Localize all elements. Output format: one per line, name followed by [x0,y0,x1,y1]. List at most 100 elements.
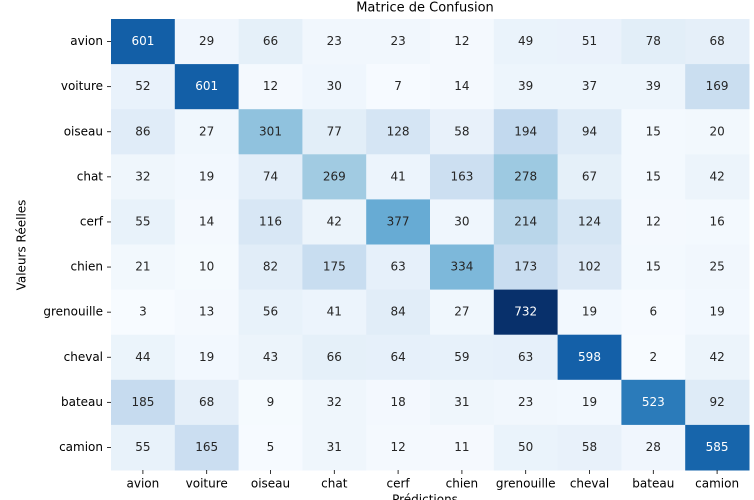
y-tick-label: avion [70,34,103,48]
cell-label: 7 [394,79,402,93]
cell-label: 6 [649,305,657,319]
cell-label: 63 [390,260,405,274]
heatmap-cell [493,244,559,291]
cell-label: 128 [387,124,410,138]
heatmap-cell [557,109,622,155]
y-axis-label: Valeurs Réelles [15,200,29,291]
heatmap-cell [366,199,431,245]
x-tick-label: cerf [387,477,411,491]
cell-label: 56 [263,305,278,319]
heatmap-cell [621,154,686,200]
cell-label: 84 [390,305,405,319]
y-tick-label: cheval [64,350,103,364]
heatmap-cell [238,379,303,426]
x-tick-label: oiseau [251,477,290,491]
heatmap-cell [685,154,750,200]
cell-label: 585 [706,440,729,454]
cell-label: 19 [199,169,214,183]
cell-label: 301 [259,124,282,138]
heatmap-cell [366,289,431,336]
cell-label: 27 [199,124,214,138]
heatmap-cell [238,244,303,291]
heatmap-cell [621,334,686,381]
cell-label: 20 [709,124,724,138]
cell-label: 19 [582,305,597,319]
heatmap-cell [493,109,559,155]
heatmap-cell [174,424,240,471]
heatmap-cell [621,244,686,291]
x-tick-label: avion [127,477,160,491]
cell-label: 42 [327,214,342,228]
heatmap-cell [302,154,367,200]
heatmap-cell [430,289,495,336]
x-tick-label: voiture [186,477,228,491]
heatmap-cell [685,64,750,110]
heatmap-cell [621,379,686,426]
cell-label: 9 [267,395,275,409]
heatmap-cell [685,244,750,291]
heatmap-cell [557,379,622,426]
heatmap-cell [430,199,495,245]
y-tick-label: chien [70,260,103,274]
cell-label: 523 [642,395,665,409]
y-tick-label: chat [77,169,104,183]
cell-label: 39 [646,79,661,93]
x-tick-label: chien [446,477,479,491]
cell-label: 55 [135,440,150,454]
cell-label: 42 [709,169,724,183]
heatmap-cell [111,424,176,471]
cell-label: 51 [582,34,597,48]
heatmap-cell [111,154,176,200]
cell-label: 102 [578,260,601,274]
chart-title: Matrice de Confusion [356,1,494,16]
x-tick-label: chat [321,477,348,491]
y-tick-label: cerf [80,214,104,228]
heatmap-cell [238,334,303,381]
cell-label: 86 [135,124,150,138]
cell-label: 82 [263,260,278,274]
heatmap-cell [430,244,495,291]
cell-label: 169 [706,79,729,93]
heatmap-cell [430,334,495,381]
heatmap-cell [111,199,176,245]
heatmap-cell [174,64,240,110]
heatmap-cell [621,289,686,336]
heatmap-cell [685,199,750,245]
heatmap-cell [493,199,559,245]
cell-label: 77 [327,124,342,138]
cell-label: 116 [259,214,282,228]
heatmap-cell [302,199,367,245]
heatmap-cell [366,64,431,110]
cell-label: 377 [387,214,410,228]
cell-label: 25 [709,260,724,274]
heatmap-cell [557,19,622,65]
cell-label: 165 [195,440,218,454]
heatmap-cell [111,289,176,336]
cell-label: 30 [327,79,342,93]
heatmap-cell [174,289,240,336]
x-tick-label: cheval [570,477,609,491]
cell-label: 19 [709,305,724,319]
cell-label: 68 [199,395,214,409]
heatmap-cell [621,109,686,155]
heatmap-cell [238,154,303,200]
cell-label: 31 [454,395,469,409]
cell-label: 175 [323,260,346,274]
cell-label: 23 [327,34,342,48]
heatmap-cell [302,19,367,65]
cell-label: 5 [267,440,275,454]
cell-label: 30 [454,214,469,228]
heatmap-cell [493,19,559,65]
cell-label: 78 [646,34,661,48]
cell-label: 66 [327,350,342,364]
cell-label: 18 [390,395,405,409]
cell-label: 55 [135,214,150,228]
x-tick-label: grenouille [496,477,556,491]
heatmap-cell [685,19,750,65]
cell-label: 269 [323,169,346,183]
heatmap-cell [493,64,559,110]
cell-label: 50 [518,440,533,454]
cell-label: 14 [454,79,469,93]
cell-label: 15 [646,169,661,183]
